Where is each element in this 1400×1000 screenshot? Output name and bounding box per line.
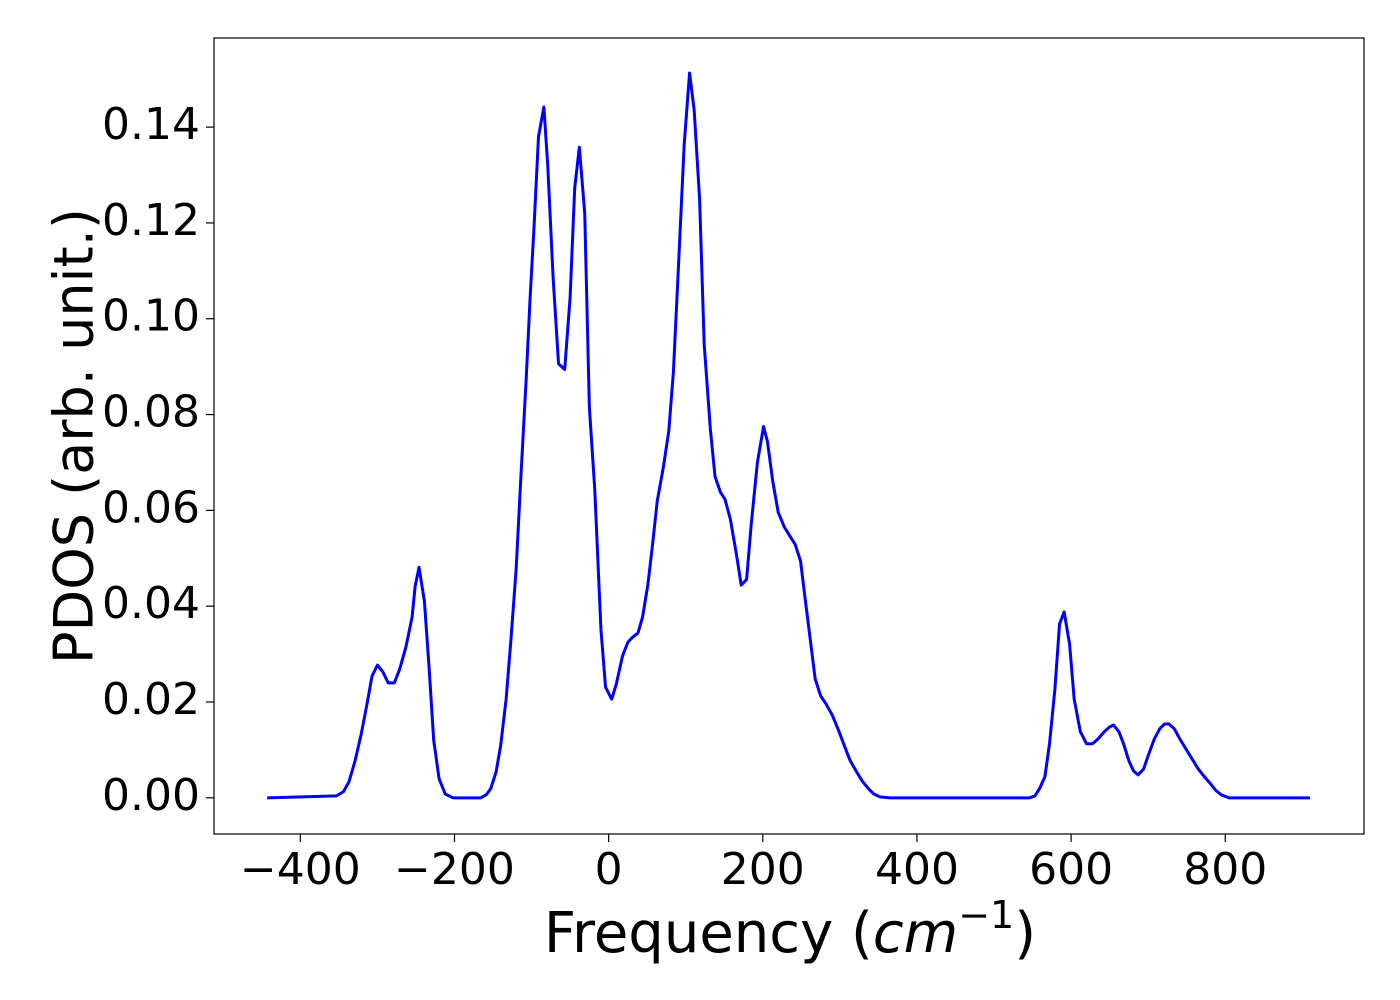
y-tick-label: 0.00 xyxy=(102,770,200,821)
y-tick-label: 0.06 xyxy=(102,482,200,533)
axes-frame xyxy=(213,37,1365,835)
x-tick-label: −400 xyxy=(240,844,361,895)
x-tick-label: −200 xyxy=(394,844,515,895)
y-axis-label: PDOS (arb. unit.) xyxy=(43,208,106,664)
y-tick-label: 0.14 xyxy=(102,99,200,150)
y-tick-label: 0.12 xyxy=(102,195,200,246)
x-tick-label: 0 xyxy=(595,844,623,895)
x-tick-label: 400 xyxy=(875,844,959,895)
y-tick-label: 0.08 xyxy=(102,387,200,438)
data-line xyxy=(267,71,1311,800)
x-label-text: Frequency ( xyxy=(544,901,873,966)
x-label-unit: cm xyxy=(873,901,958,966)
x-label-text: ) xyxy=(1014,901,1036,966)
x-label-exponent: −1 xyxy=(958,893,1014,937)
y-tick-label: 0.10 xyxy=(102,291,200,342)
x-tick-label: 200 xyxy=(721,844,805,895)
x-axis-label: Frequency (cm−1) xyxy=(544,893,1036,966)
y-tick-label: 0.04 xyxy=(102,578,200,629)
x-tick-label: 600 xyxy=(1029,844,1113,895)
y-tick-label: 0.02 xyxy=(102,674,200,725)
x-tick-label: 800 xyxy=(1183,844,1267,895)
